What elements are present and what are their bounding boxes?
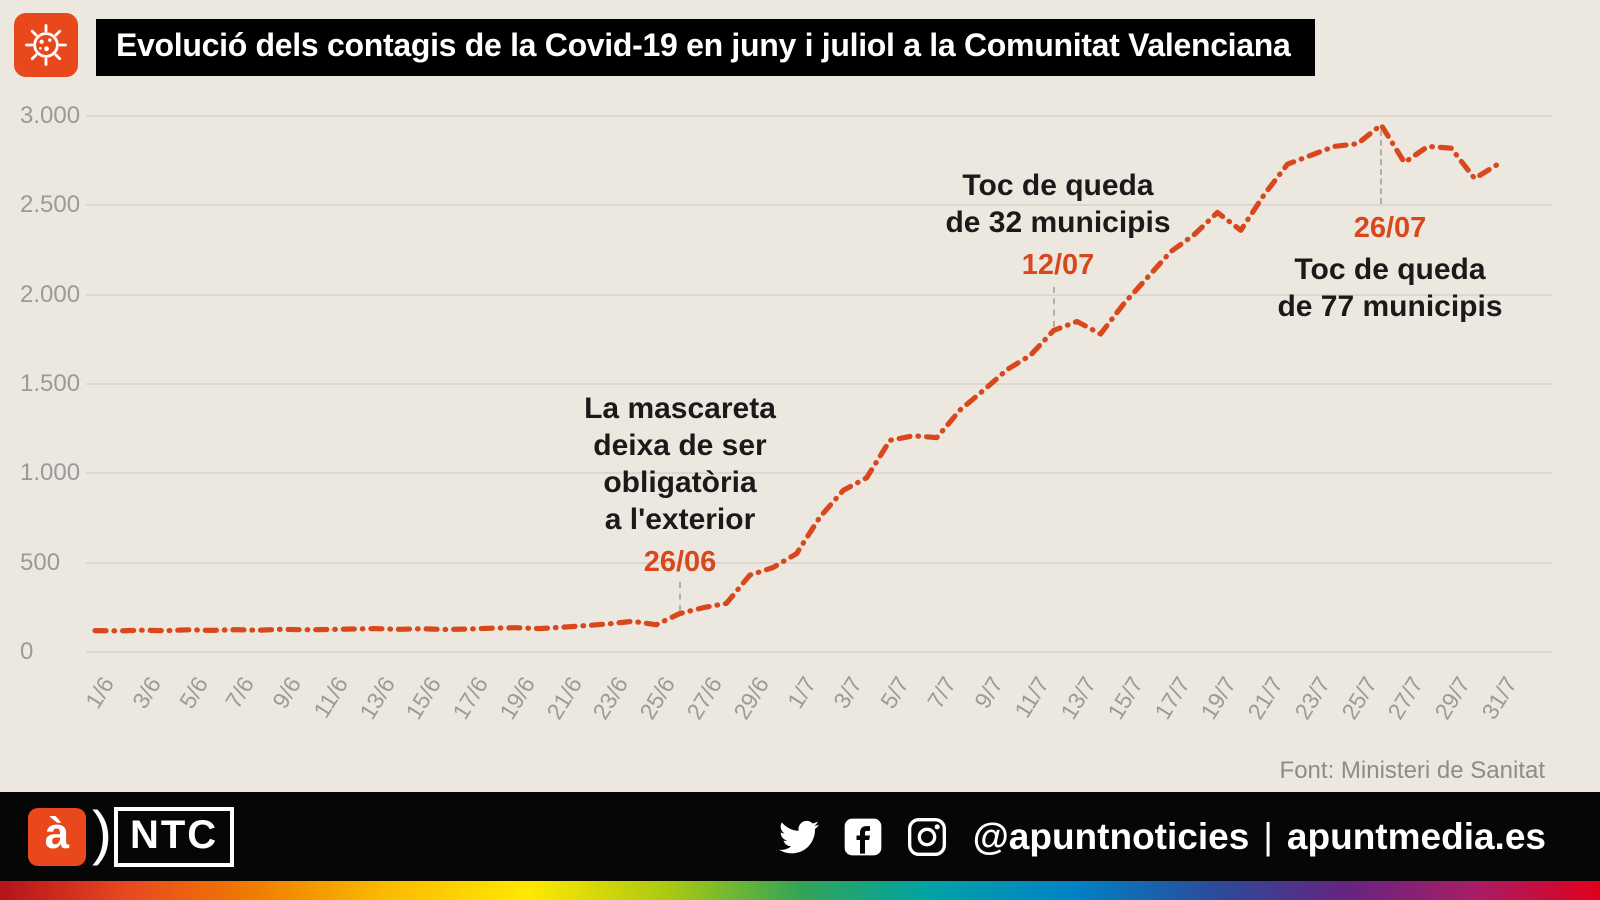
annotation-date: 26/07 bbox=[1353, 212, 1427, 244]
ntc-logo: NTC bbox=[113, 806, 235, 867]
annotation-text: a l'exterior bbox=[604, 503, 756, 536]
page-title: Evolució dels contagis de la Covid-19 en… bbox=[96, 19, 1315, 76]
annotation-date: 26/06 bbox=[643, 546, 717, 578]
annotation-text: La mascareta bbox=[584, 392, 776, 425]
website-url: apuntmedia.es bbox=[1286, 815, 1546, 857]
footer-handles: @apuntnoticies | apuntmedia.es bbox=[973, 816, 1546, 858]
twitter-icon bbox=[778, 820, 819, 853]
annotation-connector-line bbox=[1380, 130, 1382, 204]
annotation-connector-line bbox=[679, 582, 681, 611]
annotation-connector-line bbox=[1053, 287, 1055, 327]
separator: | bbox=[1263, 815, 1273, 857]
social-icons bbox=[778, 817, 947, 857]
gridline bbox=[86, 204, 1552, 207]
instagram-icon bbox=[907, 817, 946, 856]
covid-cases-line bbox=[92, 122, 1501, 634]
y-axis-label: 1.000 bbox=[20, 459, 81, 487]
y-axis-label: 2.000 bbox=[20, 280, 81, 308]
annotation-curfew-32: Toc de queda de 32 municipis 12/07 bbox=[898, 167, 1218, 282]
annotation-text: de 77 municipis bbox=[1277, 290, 1503, 323]
annotation-curfew-77: 26/07 Toc de queda de 77 municipis bbox=[1228, 212, 1552, 325]
annotation-mask-rule: La mascareta deixa de ser obligatòria a … bbox=[528, 390, 832, 579]
apunt-logo: à bbox=[28, 807, 86, 866]
annotation-date: 12/07 bbox=[1021, 249, 1095, 281]
gridline bbox=[86, 383, 1552, 385]
annotation-text: Toc de queda bbox=[962, 169, 1154, 202]
social-handle: @apuntnoticies bbox=[972, 815, 1250, 857]
annotation-text: Toc de queda bbox=[1294, 253, 1486, 286]
brand-rainbow-stripe bbox=[0, 881, 1600, 900]
gridline bbox=[86, 651, 1552, 653]
data-source-note: Font: Ministeri de Sanitat bbox=[1279, 757, 1545, 784]
footer-bar: à ) NTC @apuntnoticies | apuntmedia.es bbox=[0, 792, 1600, 881]
annotation-text: de 32 municipis bbox=[945, 206, 1171, 239]
y-axis-label: 1.500 bbox=[20, 370, 81, 397]
ntc-logo-paren: ) bbox=[92, 798, 112, 866]
y-axis-label: 500 bbox=[20, 548, 61, 576]
y-axis-label: 2.500 bbox=[20, 191, 81, 219]
virus-icon bbox=[25, 24, 67, 66]
facebook-icon bbox=[844, 818, 882, 855]
y-axis-label: 3.000 bbox=[20, 102, 81, 129]
gridline bbox=[86, 293, 1552, 296]
gridline bbox=[86, 472, 1552, 475]
gridline bbox=[86, 561, 1552, 564]
virus-icon-badge bbox=[14, 13, 78, 77]
y-axis-label: 0 bbox=[20, 638, 34, 665]
annotation-text: obligatòria bbox=[603, 466, 757, 499]
gridline bbox=[86, 115, 1552, 117]
annotation-text: deixa de ser bbox=[593, 429, 767, 462]
